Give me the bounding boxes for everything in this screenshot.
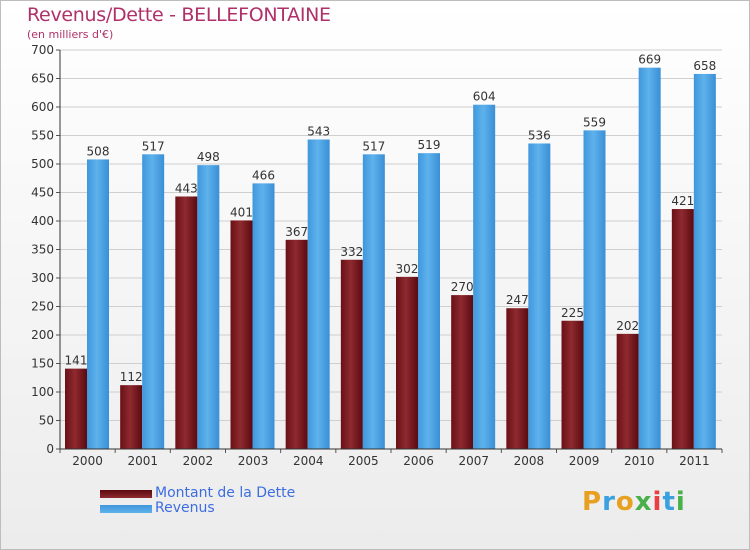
- data-label-dette: 112: [120, 370, 143, 384]
- bar-dette: [230, 220, 253, 449]
- bar-dette: [506, 308, 529, 449]
- x-axis-ticks: 2000 2001 2002 2003 2004 2005 2006 2007 2008 2009…: [59, 449, 723, 468]
- x-tick-label: 2006: [403, 454, 434, 468]
- data-label-revenus: 543: [307, 124, 330, 138]
- data-label-revenus: 536: [528, 128, 551, 142]
- data-label-revenus: 559: [583, 115, 606, 129]
- legend-label-debt: Montant de la Dette: [155, 485, 296, 501]
- data-label-dette: 332: [340, 245, 363, 259]
- logo-letter: o: [615, 487, 635, 517]
- data-label-revenus: 517: [142, 139, 165, 153]
- y-tick-label: 100: [31, 385, 54, 399]
- page-title: Revenus/Dette - BELLEFONTAINE: [27, 4, 331, 26]
- y-tick-label: 200: [31, 328, 54, 342]
- logo-letter: r: [602, 487, 616, 517]
- chart-subtitle: (en milliers d'€): [27, 28, 114, 41]
- data-label-dette: 367: [285, 225, 308, 239]
- y-tick-label: 0: [46, 442, 54, 456]
- bar-dette: [120, 385, 143, 449]
- y-tick-label: 150: [31, 357, 54, 371]
- bar-revenus: [638, 67, 661, 450]
- y-tick-label: 550: [31, 129, 54, 143]
- x-tick-label: 2005: [348, 454, 379, 468]
- x-tick-label: 2009: [569, 454, 600, 468]
- bar-revenus: [528, 143, 551, 450]
- grid-lines: [60, 49, 722, 421]
- x-tick-label: 2003: [238, 454, 269, 468]
- y-tick-label: 400: [31, 214, 54, 228]
- y-tick-label: 300: [31, 271, 54, 285]
- data-label-revenus: 658: [693, 59, 716, 73]
- data-label-dette: 302: [396, 262, 419, 276]
- x-tick-label: 2004: [293, 454, 324, 468]
- data-label-dette: 202: [616, 319, 639, 333]
- data-label-dette: 225: [561, 306, 584, 320]
- y-tick-label: 600: [31, 100, 54, 114]
- data-label-dette: 247: [506, 293, 529, 307]
- bar-revenus: [252, 183, 275, 449]
- x-tick-label: 2001: [127, 454, 158, 468]
- bar-revenus: [418, 153, 440, 450]
- y-tick-label: 50: [39, 414, 54, 428]
- bar-revenus: [142, 154, 165, 449]
- data-label-revenus: 517: [362, 139, 385, 153]
- data-label-revenus: 669: [638, 53, 661, 67]
- data-label-dette: 141: [65, 354, 88, 368]
- bar-revenus: [583, 130, 606, 449]
- proxiti-logo: Proxiti: [582, 487, 686, 517]
- bar-dette: [175, 196, 198, 449]
- y-tick-label: 250: [31, 300, 54, 314]
- bar-dette: [451, 295, 474, 449]
- bars: 141 508 112 517 443 498 401 466 367 543 332 517 302 5…: [65, 53, 716, 450]
- data-label-dette: 270: [451, 280, 474, 294]
- x-tick-label: 2007: [458, 454, 489, 468]
- y-tick-label: 450: [31, 186, 54, 200]
- bar-dette: [65, 368, 87, 449]
- bar-dette: [616, 333, 639, 449]
- logo-letter: P: [582, 487, 603, 517]
- bar-dette: [561, 320, 584, 449]
- x-tick-label: 2002: [183, 454, 214, 468]
- bar-revenus: [693, 73, 716, 449]
- data-label-revenus: 604: [473, 90, 496, 104]
- data-label-revenus: 519: [418, 138, 441, 152]
- y-tick-label: 350: [31, 243, 54, 257]
- x-tick-label: 2000: [72, 454, 103, 468]
- bar-revenus: [87, 159, 109, 449]
- legend-swatch-debt: [100, 490, 152, 498]
- logo-letter: i: [675, 487, 686, 517]
- bar-dette: [396, 276, 418, 449]
- y-tick-label: 650: [31, 72, 54, 86]
- data-label-dette: 421: [671, 194, 694, 208]
- bar-dette: [671, 209, 694, 449]
- x-tick-label: 2011: [679, 454, 710, 468]
- axes: [59, 50, 722, 450]
- bar-dette: [340, 259, 363, 449]
- logo-letter: x: [634, 487, 653, 517]
- legend-label-revenus: Revenus: [155, 500, 215, 516]
- x-tick-label: 2010: [624, 454, 655, 468]
- data-label-dette: 401: [230, 205, 253, 219]
- bar-dette: [285, 239, 308, 449]
- bar-revenus: [197, 165, 220, 449]
- bar-revenus: [473, 104, 496, 449]
- y-tick-label: 500: [31, 157, 54, 171]
- x-tick-label: 2008: [514, 454, 545, 468]
- data-label-dette: 443: [175, 181, 198, 195]
- logo-letter: t: [662, 487, 676, 517]
- data-label-revenus: 508: [87, 144, 110, 158]
- legend-swatch-revenus: [100, 505, 152, 513]
- y-axis-ticks: 0 50 100 150 200 250 300 350 400 450 500 550 600 650 7…: [31, 43, 60, 456]
- bar-revenus: [362, 154, 385, 449]
- data-label-revenus: 466: [252, 168, 275, 182]
- y-tick-label: 700: [31, 43, 54, 57]
- logo-letter: i: [652, 487, 663, 517]
- data-label-revenus: 498: [197, 150, 220, 164]
- bar-revenus: [307, 139, 330, 450]
